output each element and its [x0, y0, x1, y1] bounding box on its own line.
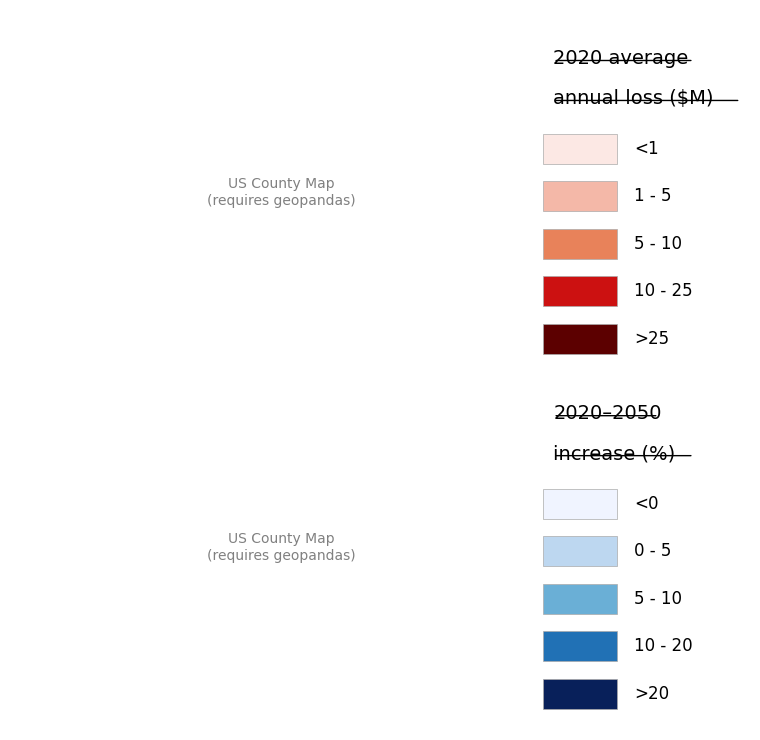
- Text: US County Map
(requires geopandas): US County Map (requires geopandas): [207, 533, 356, 562]
- Text: 2020–2050: 2020–2050: [553, 404, 662, 423]
- Text: <1: <1: [634, 140, 659, 158]
- Text: 2020 average: 2020 average: [553, 49, 689, 68]
- Text: >20: >20: [634, 684, 670, 703]
- FancyBboxPatch shape: [543, 323, 617, 354]
- FancyBboxPatch shape: [543, 276, 617, 306]
- FancyBboxPatch shape: [543, 229, 617, 258]
- Text: 5 - 10: 5 - 10: [634, 235, 682, 252]
- Text: 10 - 20: 10 - 20: [634, 637, 693, 656]
- Text: 10 - 25: 10 - 25: [634, 282, 693, 300]
- FancyBboxPatch shape: [543, 536, 617, 566]
- Text: 5 - 10: 5 - 10: [634, 590, 682, 608]
- Text: increase (%): increase (%): [553, 444, 676, 463]
- FancyBboxPatch shape: [543, 181, 617, 211]
- Text: US County Map
(requires geopandas): US County Map (requires geopandas): [207, 178, 356, 207]
- Text: >25: >25: [634, 329, 670, 348]
- Text: 0 - 5: 0 - 5: [634, 542, 672, 560]
- Text: 1 - 5: 1 - 5: [634, 187, 672, 205]
- Text: <0: <0: [634, 495, 659, 513]
- FancyBboxPatch shape: [543, 584, 617, 614]
- FancyBboxPatch shape: [543, 134, 617, 164]
- Text: annual loss ($M): annual loss ($M): [553, 89, 714, 108]
- FancyBboxPatch shape: [543, 679, 617, 709]
- FancyBboxPatch shape: [543, 631, 617, 662]
- FancyBboxPatch shape: [543, 489, 617, 519]
